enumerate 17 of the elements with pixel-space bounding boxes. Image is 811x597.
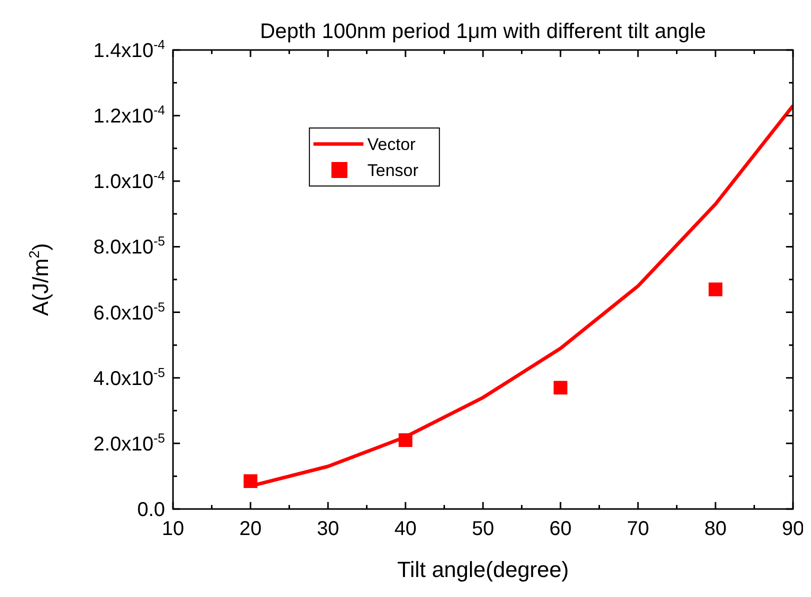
y-axis-title: A(J/m2) [27, 243, 53, 316]
legend-label: Tensor [367, 161, 419, 180]
x-tick-label: 90 [782, 518, 804, 540]
x-tick-label: 30 [316, 518, 340, 540]
legend-label: Vector [367, 135, 416, 154]
x-tick-label: 40 [394, 518, 417, 540]
x-tick-label: 10 [162, 518, 184, 540]
chart-title: Depth 100nm period 1μm with different tilt angle [260, 20, 706, 43]
point [554, 380, 568, 395]
x-tick-label: 70 [626, 518, 650, 540]
x-tick-label: 50 [472, 518, 494, 540]
x-tick-label: 60 [549, 518, 572, 540]
y-tick-label: 0.0 [137, 499, 166, 521]
x-axis-title: Tilt angle(degree) [397, 557, 569, 582]
point [708, 282, 722, 296]
x-tick-label: 80 [704, 518, 727, 540]
x-tick-label: 20 [239, 518, 262, 540]
